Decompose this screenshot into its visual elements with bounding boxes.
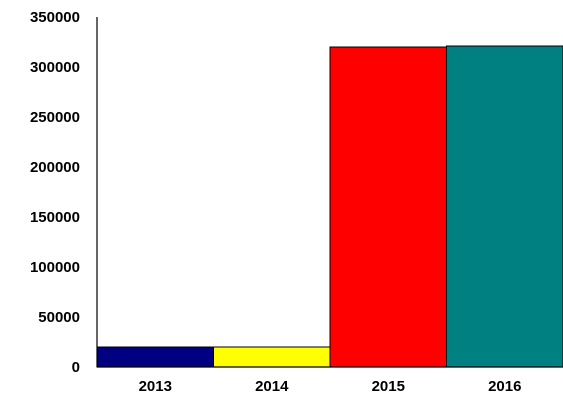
- y-tick-label: 0: [72, 359, 80, 376]
- y-tick-label: 100000: [30, 259, 80, 276]
- bar-2013: [96, 346, 214, 368]
- x-tick-label: 2013: [139, 378, 172, 395]
- y-tick-label: 150000: [30, 209, 80, 226]
- y-tick-label: 300000: [30, 59, 80, 76]
- y-tick-label: 200000: [30, 159, 80, 176]
- bars: [96, 45, 563, 368]
- bar-2014: [213, 346, 331, 368]
- bar-2016: [446, 45, 563, 368]
- bar-2015: [329, 46, 447, 368]
- x-tick-label: 2015: [372, 378, 405, 395]
- y-axis-tick-labels: 0 50000 100000 150000 200000 250000 300000 3500…: [30, 9, 80, 376]
- y-tick-label: 50000: [38, 309, 80, 326]
- y-tick-label: 350000: [30, 9, 80, 26]
- y-tick-label: 250000: [30, 109, 80, 126]
- x-tick-label: 2014: [255, 378, 289, 395]
- x-axis-tick-labels: 2013 2014 2015 2016: [139, 378, 522, 395]
- x-tick-label: 2016: [488, 378, 521, 395]
